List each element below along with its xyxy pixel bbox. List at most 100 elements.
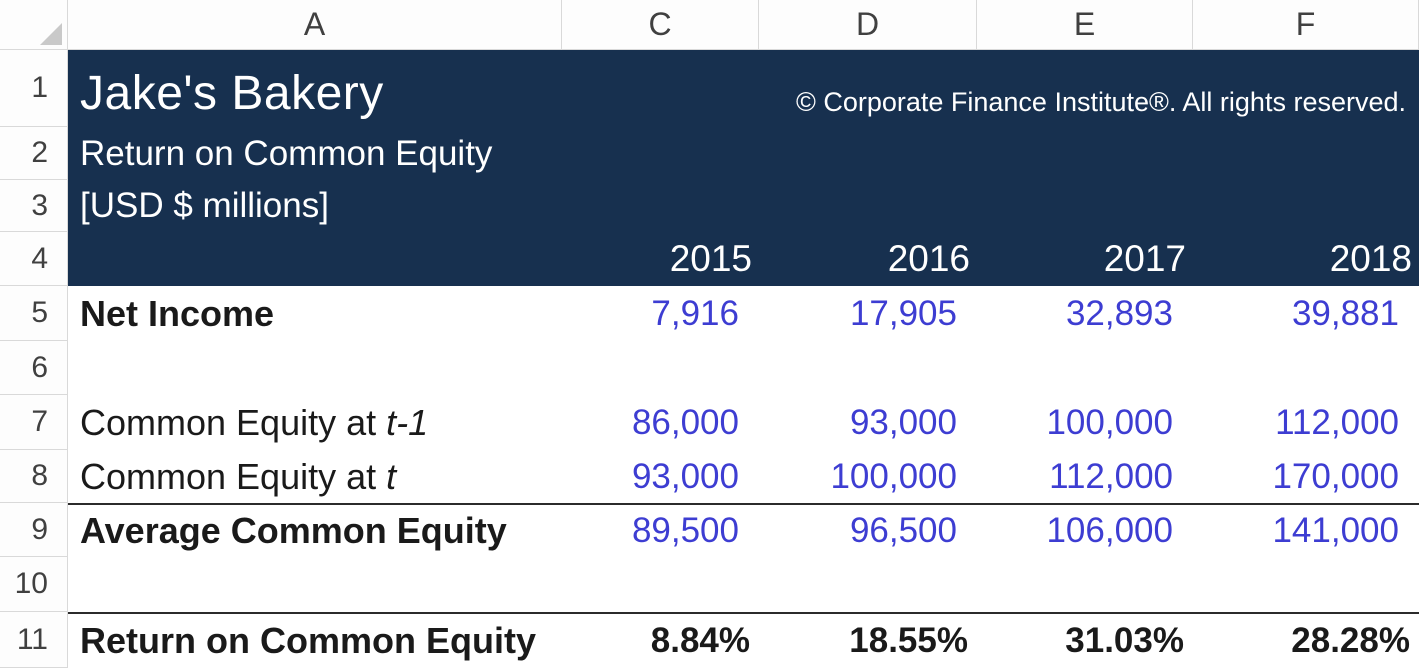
row-number: 10	[14, 567, 48, 600]
cell-value: 86,000	[631, 402, 739, 442]
row-number: 1	[31, 71, 48, 104]
row-number: 8	[31, 459, 48, 492]
column-header-e[interactable]: E	[977, 0, 1193, 50]
cell-value: 112,000	[1275, 402, 1399, 442]
column-header-e-label: E	[1073, 6, 1096, 42]
cell-c11-roce-value[interactable]: 8.84%	[562, 612, 759, 668]
cell-e11-roce-value[interactable]: 31.03%	[977, 612, 1193, 668]
year-2017: 2017	[1103, 238, 1186, 279]
cell-f4-year[interactable]: 2018	[1193, 232, 1419, 286]
cell-c7-value[interactable]: 86,000	[562, 395, 759, 450]
cell-c5-value[interactable]: 7,916	[562, 286, 759, 341]
cell-d10-empty[interactable]	[759, 557, 977, 612]
cell-e10-empty[interactable]	[977, 557, 1193, 612]
cell-f5-value[interactable]: 39,881	[1193, 286, 1419, 341]
column-header-f[interactable]: F	[1193, 0, 1419, 50]
row-number: 11	[16, 622, 48, 656]
cell-value: 89,500	[631, 511, 739, 550]
row-number: 7	[31, 405, 48, 438]
cell-value: 106,000	[1046, 511, 1173, 550]
row-label-text: Common Equity at	[80, 455, 387, 497]
cell-d6-empty[interactable]	[759, 341, 977, 395]
cell-c9-value[interactable]: 89,500	[562, 503, 759, 557]
cell-f8-value[interactable]: 170,000	[1193, 450, 1419, 503]
cell-d5-value[interactable]: 17,905	[759, 286, 977, 341]
row-header-4[interactable]: 4	[0, 232, 68, 286]
cell-value: 8.84%	[650, 621, 750, 660]
cell-a4[interactable]	[68, 232, 562, 286]
row-header-1[interactable]: 1	[0, 50, 68, 127]
row-label: Average Common Equity	[80, 510, 507, 551]
units-label: [USD $ millions]	[80, 186, 329, 225]
cell-f11-roce-value[interactable]: 28.28%	[1193, 612, 1419, 668]
cell-e4-year[interactable]: 2017	[977, 232, 1193, 286]
copyright-text: © Corporate Finance Institute®. All righ…	[795, 87, 1406, 118]
row-label: Net Income	[80, 292, 275, 334]
cell-value: 141,000	[1272, 511, 1399, 550]
cell-e9-value[interactable]: 106,000	[977, 503, 1193, 557]
select-all-triangle-icon	[40, 23, 62, 45]
cell-subtitle-row[interactable]: Return on Common Equity	[68, 127, 1419, 180]
cell-a5-net-income-label[interactable]: Net Income	[68, 286, 562, 341]
year-2018: 2018	[1329, 238, 1412, 279]
cell-a7-common-equity-t1-label[interactable]: Common Equity at t-1	[68, 395, 562, 450]
column-header-a[interactable]: A	[68, 0, 562, 50]
cell-value: 112,000	[1049, 456, 1173, 496]
column-header-c-label: C	[648, 6, 672, 42]
row-number: 2	[31, 136, 48, 169]
row-label-italic: t	[386, 455, 397, 497]
cell-c6-empty[interactable]	[562, 341, 759, 395]
cell-d9-value[interactable]: 96,500	[759, 503, 977, 557]
row-header-10[interactable]: 10	[0, 557, 68, 612]
row-header-5[interactable]: 5	[0, 286, 68, 341]
cell-a8-common-equity-t-label[interactable]: Common Equity at t	[68, 450, 562, 503]
cell-a6-empty[interactable]	[68, 341, 562, 395]
cell-units-row[interactable]: [USD $ millions]	[68, 180, 1419, 232]
cell-c8-value[interactable]: 93,000	[562, 450, 759, 503]
cell-e7-value[interactable]: 100,000	[977, 395, 1193, 450]
cell-value: 100,000	[830, 456, 957, 496]
cell-value: 18.55%	[849, 621, 968, 660]
cell-f6-empty[interactable]	[1193, 341, 1419, 395]
cell-value: 100,000	[1046, 402, 1173, 442]
column-header-a-label: A	[303, 6, 326, 42]
cell-c10-empty[interactable]	[562, 557, 759, 612]
cell-e6-empty[interactable]	[977, 341, 1193, 395]
row-header-3[interactable]: 3	[0, 180, 68, 232]
cell-e5-value[interactable]: 32,893	[977, 286, 1193, 341]
cell-value: 17,905	[849, 293, 957, 333]
sheet-subtitle: Return on Common Equity	[80, 133, 493, 173]
cell-value: 96,500	[849, 511, 957, 550]
cell-d11-roce-value[interactable]: 18.55%	[759, 612, 977, 668]
row-header-7[interactable]: 7	[0, 395, 68, 450]
column-header-d[interactable]: D	[759, 0, 977, 50]
row-label-italic: t-1	[386, 401, 429, 443]
row-label: Return on Common Equity	[80, 620, 536, 661]
cell-title-row[interactable]: Jake's Bakery © Corporate Finance Instit…	[68, 50, 1419, 127]
cell-f10-empty[interactable]	[1193, 557, 1419, 612]
cell-e8-value[interactable]: 112,000	[977, 450, 1193, 503]
cell-value: 170,000	[1272, 456, 1399, 496]
row-header-2[interactable]: 2	[0, 127, 68, 180]
cell-a11-roce-label[interactable]: Return on Common Equity	[68, 612, 562, 668]
row-header-6[interactable]: 6	[0, 341, 68, 395]
sheet-title: Jake's Bakery	[80, 67, 384, 120]
cell-f7-value[interactable]: 112,000	[1193, 395, 1419, 450]
cell-value: 28.28%	[1291, 621, 1410, 660]
cell-d8-value[interactable]: 100,000	[759, 450, 977, 503]
cell-c4-year[interactable]: 2015	[562, 232, 759, 286]
cell-a10-empty[interactable]	[68, 557, 562, 612]
cell-d7-value[interactable]: 93,000	[759, 395, 977, 450]
row-number: 9	[31, 512, 48, 546]
cell-d4-year[interactable]: 2016	[759, 232, 977, 286]
cell-a9-average-common-equity-label[interactable]: Average Common Equity	[68, 503, 562, 557]
select-all-corner[interactable]	[0, 0, 68, 50]
cell-f9-value[interactable]: 141,000	[1193, 503, 1419, 557]
row-header-11[interactable]: 11	[0, 612, 68, 668]
row-header-8[interactable]: 8	[0, 450, 68, 503]
year-2015: 2015	[669, 238, 752, 279]
row-number: 3	[31, 188, 48, 222]
row-label: Common Equity at t-1	[80, 402, 428, 444]
row-header-9[interactable]: 9	[0, 503, 68, 557]
column-header-c[interactable]: C	[562, 0, 759, 50]
